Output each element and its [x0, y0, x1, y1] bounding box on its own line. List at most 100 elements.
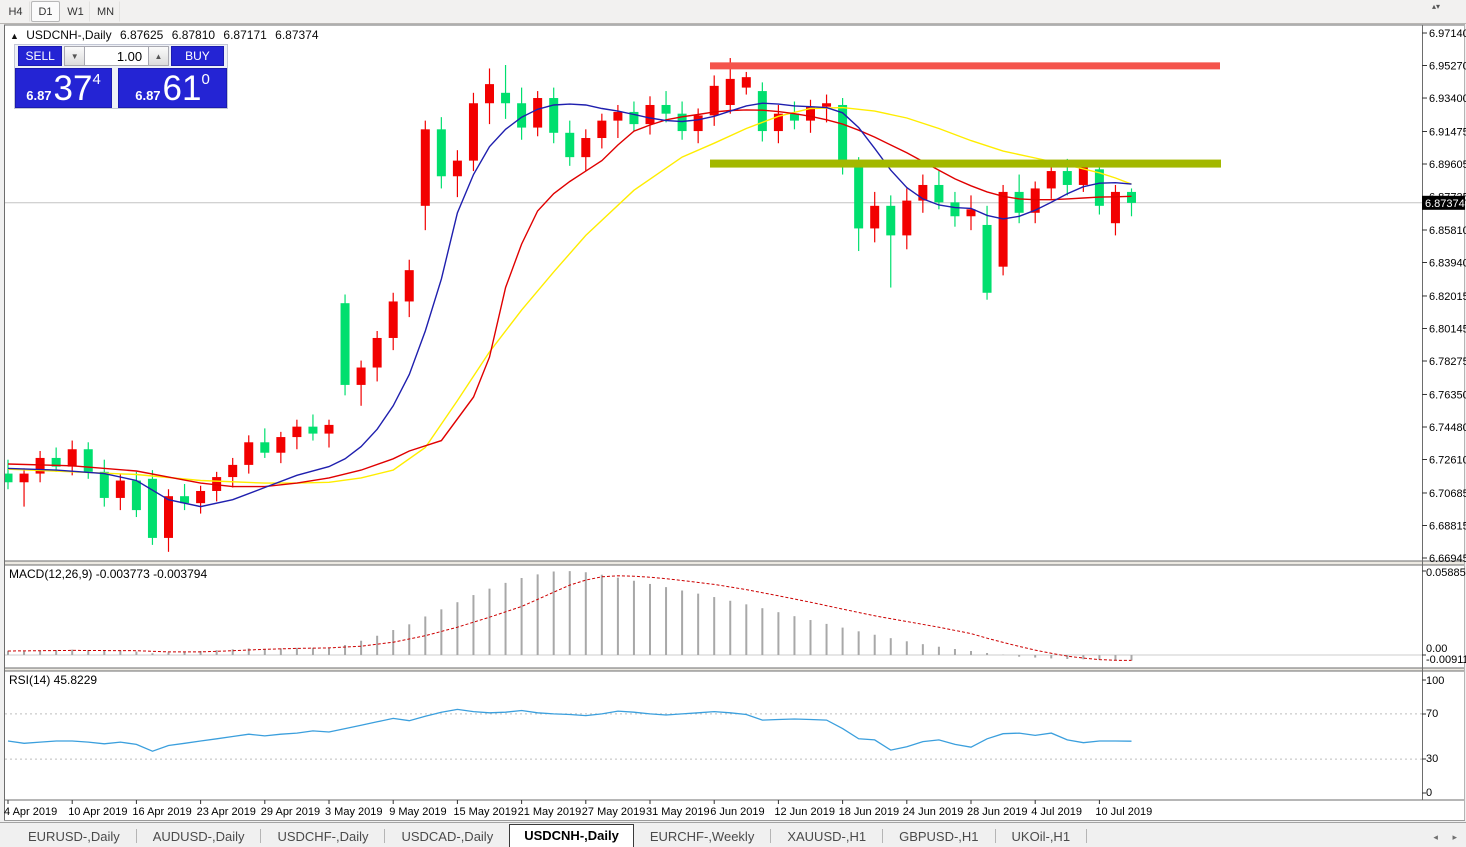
chart-tab-ukoil-h1[interactable]: UKOil-,H1 — [1011, 829, 1071, 844]
svg-text:0: 0 — [1426, 787, 1432, 799]
ohlc-high: 6.87810 — [171, 28, 216, 42]
svg-text:15 May 2019: 15 May 2019 — [453, 806, 517, 818]
svg-text:30: 30 — [1426, 753, 1438, 765]
sell-price-tile[interactable]: 6.87 37 4 — [15, 68, 113, 108]
timeframe-button-d1[interactable]: D1 — [31, 1, 60, 22]
symbol-name: USDCNH-,Daily — [26, 28, 112, 42]
candlesticks — [5, 58, 1136, 552]
svg-text:6.87374: 6.87374 — [1425, 198, 1465, 210]
rsi-axis: 100 70 30 0 — [1422, 675, 1444, 799]
volume-up-stepper[interactable]: ▲ — [148, 46, 169, 66]
tabs-scroll-right-icon[interactable]: ▸ — [1452, 832, 1463, 842]
current-price-badge: 6.87374 — [1422, 195, 1465, 210]
ma-fast-blue-line — [7, 102, 1132, 508]
buy-price-sup: 0 — [201, 71, 210, 88]
chart-tab-usdcad-daily[interactable]: USDCAD-,Daily — [401, 829, 494, 844]
svg-text:28 Jun 2019: 28 Jun 2019 — [967, 806, 1028, 818]
svg-text:24 Jun 2019: 24 Jun 2019 — [903, 806, 964, 818]
svg-text:6.80145: 6.80145 — [1429, 323, 1466, 335]
svg-text:6.70685: 6.70685 — [1429, 488, 1466, 500]
chart-tab-usdcnh-daily[interactable]: USDCNH-,Daily — [509, 824, 634, 847]
svg-text:-0.009116: -0.009116 — [1426, 654, 1466, 666]
svg-text:6.83940: 6.83940 — [1429, 258, 1466, 270]
svg-text:6.85810: 6.85810 — [1429, 225, 1466, 237]
toolbar-corner-icon[interactable]: ▴▾ — [1431, 2, 1441, 11]
timeframe-toolbar: H4 D1 W1 MN — [0, 0, 1466, 24]
chart-tab-eurusd-daily[interactable]: EURUSD-,Daily — [28, 829, 120, 844]
ohlc-close: 6.87374 — [275, 28, 319, 42]
svg-text:10 Apr 2019: 10 Apr 2019 — [68, 806, 127, 818]
buy-price-tile[interactable]: 6.87 61 0 — [118, 68, 227, 108]
resistance-band[interactable] — [710, 62, 1220, 70]
sell-price-prefix: 6.87 — [26, 88, 52, 103]
sell-button[interactable]: SELL — [18, 46, 63, 66]
ma-slow-yellow-line — [7, 106, 1132, 484]
rsi-indicator-label: RSI(14) 45.8229 — [9, 673, 98, 687]
svg-text:6.89605: 6.89605 — [1429, 159, 1466, 171]
sell-price-sup: 4 — [92, 71, 101, 88]
svg-text:6.97140: 6.97140 — [1429, 28, 1466, 40]
svg-text:6.72610: 6.72610 — [1429, 455, 1466, 467]
svg-text:100: 100 — [1426, 675, 1444, 687]
svg-text:29 Apr 2019: 29 Apr 2019 — [261, 806, 320, 818]
macd-indicator-label: MACD(12,26,9) -0.003773 -0.003794 — [9, 567, 208, 581]
tab-separator — [260, 829, 262, 843]
panel-frame — [4, 24, 1465, 821]
volume-down-stepper[interactable]: ▼ — [64, 46, 86, 66]
svg-text:4 Apr 2019: 4 Apr 2019 — [4, 806, 57, 818]
macd-axis: 0.058851 0.00-0.009116 — [1422, 567, 1466, 666]
svg-text:6.82015: 6.82015 — [1429, 291, 1466, 303]
svg-text:6.76350: 6.76350 — [1429, 389, 1466, 401]
tab-separator — [1086, 829, 1088, 843]
svg-text:6.78275: 6.78275 — [1429, 356, 1466, 368]
ma-mid-red-line — [7, 109, 1132, 488]
ohlc-low: 6.87171 — [223, 28, 267, 42]
symbol-info-bar: ▲ USDCNH-,Daily 6.87625 6.87810 6.87171 … — [10, 28, 324, 42]
one-click-trading-panel: SELL ▼ 1.00 ▲ BUY 6.87 37 4 6.87 61 0 — [14, 44, 228, 109]
svg-text:0.00: 0.00 — [1426, 643, 1447, 655]
rsi-line — [7, 708, 1132, 752]
timeframe-button-w1[interactable]: W1 — [61, 1, 90, 22]
tab-separator — [882, 829, 884, 843]
svg-text:12 Jun 2019: 12 Jun 2019 — [774, 806, 835, 818]
tab-separator — [994, 829, 996, 843]
svg-text:6.93400: 6.93400 — [1429, 93, 1466, 105]
svg-text:4 Jul 2019: 4 Jul 2019 — [1031, 806, 1082, 818]
chart-tab-eurchf-weekly[interactable]: EURCHF-,Weekly — [649, 829, 755, 844]
ohlc-open: 6.87625 — [119, 28, 164, 42]
svg-text:21 May 2019: 21 May 2019 — [518, 806, 582, 818]
chart-tab-gbpusd-h1[interactable]: GBPUSD-,H1 — [899, 829, 979, 844]
date-axis[interactable]: 4 Apr 2019 10 Apr 2019 16 Apr 2019 23 Apr 2… — [4, 800, 1152, 818]
tabs-scroll-left-icon[interactable]: ◂ — [1433, 832, 1444, 842]
svg-text:6.95270: 6.95270 — [1429, 61, 1466, 73]
chart-tab-bar: EURUSD-,Daily AUDUSD-,Daily USDCHF-,Daily U… — [0, 822, 1466, 847]
svg-text:70: 70 — [1426, 708, 1438, 720]
svg-text:10 Jul 2019: 10 Jul 2019 — [1095, 806, 1152, 818]
timeframe-button-h4[interactable]: H4 — [1, 1, 30, 22]
svg-text:6.68815: 6.68815 — [1429, 520, 1466, 532]
chart-tab-audusd-daily[interactable]: AUDUSD-,Daily — [152, 829, 245, 844]
svg-text:6.91475: 6.91475 — [1429, 126, 1466, 138]
support-band[interactable] — [710, 159, 1221, 168]
svg-text:6.74480: 6.74480 — [1429, 422, 1466, 434]
svg-text:23 Apr 2019: 23 Apr 2019 — [197, 806, 256, 818]
svg-text:6.66945: 6.66945 — [1429, 553, 1466, 565]
sell-price-big: 37 — [53, 69, 93, 108]
svg-text:9 May 2019: 9 May 2019 — [389, 806, 446, 818]
tab-separator — [770, 829, 772, 843]
svg-text:31 May 2019: 31 May 2019 — [646, 806, 710, 818]
svg-text:16 Apr 2019: 16 Apr 2019 — [132, 806, 191, 818]
collapse-triangle-icon[interactable]: ▲ — [10, 31, 19, 41]
tab-separator — [384, 829, 386, 843]
svg-text:3 May 2019: 3 May 2019 — [325, 806, 382, 818]
svg-text:6 Jun 2019: 6 Jun 2019 — [710, 806, 764, 818]
buy-button[interactable]: BUY — [170, 46, 225, 66]
svg-text:27 May 2019: 27 May 2019 — [582, 806, 646, 818]
timeframe-button-mn[interactable]: MN — [91, 1, 120, 22]
buy-price-prefix: 6.87 — [135, 88, 161, 103]
chart-tab-xauusd-h1[interactable]: XAUUSD-,H1 — [787, 829, 867, 844]
chart-tab-usdchf-daily[interactable]: USDCHF-,Daily — [277, 829, 369, 844]
volume-input[interactable]: 1.00 — [85, 46, 149, 66]
